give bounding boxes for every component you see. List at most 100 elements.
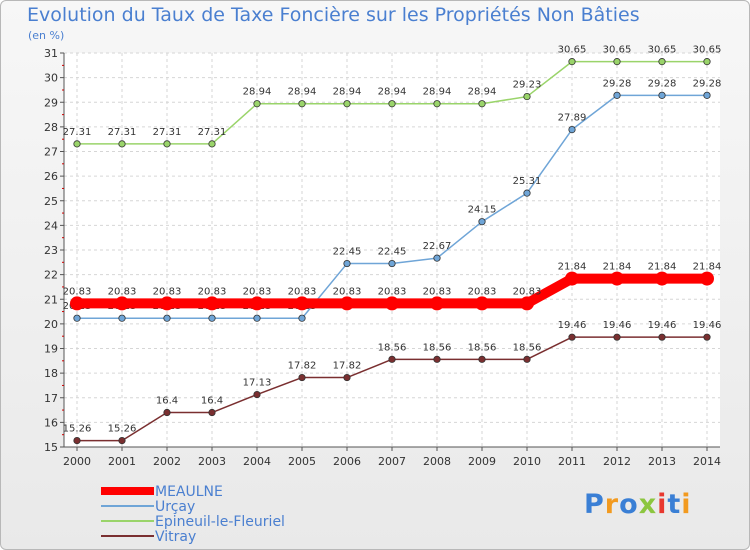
data-point (73, 140, 81, 148)
data-label: 30.65 (558, 45, 587, 56)
data-label: 20.83 (468, 286, 497, 297)
data-point (73, 436, 81, 445)
data-point (568, 125, 576, 134)
series-meaulne: 20.83 20.83 20.83 20.83 20.83 20.83 20.83 20.83… (63, 262, 721, 311)
data-label: 27.89 (558, 113, 587, 124)
data-point (163, 408, 171, 417)
data-label: 20.83 (288, 286, 317, 297)
data-point (478, 218, 486, 226)
data-label: 25.31 (513, 176, 542, 187)
y-tick-label: 29 (44, 96, 58, 109)
data-label: 30.65 (693, 45, 722, 56)
data-label: 17.13 (243, 378, 272, 389)
data-point (73, 314, 81, 322)
data-label: 17.82 (288, 361, 317, 372)
data-label: 21.84 (603, 262, 632, 273)
data-point (163, 314, 171, 322)
data-label: 18.56 (468, 342, 497, 353)
data-point (433, 254, 441, 262)
data-point (295, 296, 309, 311)
logo-letter: t (667, 489, 682, 520)
y-tick-label: 30 (44, 72, 58, 85)
data-point (658, 333, 666, 341)
data-label: 18.56 (423, 342, 452, 353)
y-tick-label: 23 (44, 244, 58, 257)
y-tick-label: 19 (44, 343, 58, 356)
data-label: 20.83 (198, 286, 227, 297)
data-label: 29.28 (603, 78, 632, 89)
x-tick-label: 2001 (108, 455, 136, 468)
data-point (658, 58, 666, 66)
data-label: 20.83 (513, 286, 542, 297)
x-tick-label: 2000 (63, 455, 91, 468)
data-label: 15.26 (63, 424, 92, 435)
data-point (478, 100, 486, 108)
data-point (700, 271, 714, 286)
x-tick-label: 2005 (288, 455, 316, 468)
data-point (658, 91, 666, 99)
data-point (250, 296, 264, 311)
data-point (523, 92, 531, 101)
x-tick-label: 2010 (513, 455, 541, 468)
data-label: 20.83 (63, 286, 92, 297)
data-point (388, 355, 396, 363)
legend-swatch (101, 505, 154, 507)
data-point (163, 140, 171, 148)
data-point (703, 91, 711, 99)
y-tick-label: 28 (44, 121, 58, 134)
data-label: 16.4 (201, 396, 223, 407)
x-tick-label: 2013 (648, 455, 676, 468)
data-label: 16.4 (156, 396, 178, 407)
data-point (610, 271, 624, 286)
legend-label: Vitray (155, 529, 197, 545)
y-tick-label: 27 (44, 146, 58, 159)
line-chart-plot: 15 16 17 18 19 20 21 22 23 24 25 26 27 28 29 30 31 2000 20… (44, 45, 722, 468)
data-point (613, 91, 621, 99)
logo-letter: P (584, 489, 605, 520)
data-point (385, 296, 399, 311)
data-label: 28.94 (333, 87, 362, 98)
data-point (253, 314, 261, 322)
data-point (523, 355, 531, 363)
series-epineuil-le-fleuriel: 27.31 27.31 27.31 27.31 28.94 28.94 28.94 28.94… (63, 45, 722, 148)
y-tick-label: 20 (44, 318, 58, 331)
y-tick-label: 16 (44, 416, 58, 429)
data-label: 21.84 (558, 262, 587, 273)
legend-swatch (101, 487, 154, 495)
data-point (430, 296, 444, 311)
data-point (253, 100, 261, 108)
x-tick-label: 2011 (558, 455, 586, 468)
data-label: 27.31 (108, 127, 137, 138)
legend-label: Urçay (155, 499, 196, 515)
data-point (298, 314, 306, 322)
data-label: 28.94 (468, 87, 497, 98)
data-point (523, 189, 531, 197)
data-label: 22.45 (378, 247, 407, 258)
data-point (160, 296, 174, 311)
data-label: 20.83 (378, 286, 407, 297)
data-point (343, 373, 351, 382)
data-point (388, 259, 396, 268)
data-point (568, 333, 576, 341)
logo-letter: o (619, 489, 639, 520)
y-tick-label: 21 (44, 293, 58, 306)
data-label: 20.83 (333, 286, 362, 297)
x-tick-label: 2003 (198, 455, 226, 468)
x-tick-label: 2007 (378, 455, 406, 468)
data-label: 20.83 (243, 286, 272, 297)
data-point (520, 296, 534, 311)
x-tick-label: 2012 (603, 455, 631, 468)
data-point (115, 296, 129, 311)
data-label: 28.94 (243, 87, 272, 98)
y-tick-label: 17 (44, 392, 58, 405)
data-point (118, 436, 126, 445)
data-label: 20.83 (423, 286, 452, 297)
x-tick-label: 2002 (153, 455, 181, 468)
data-point (703, 333, 711, 341)
data-point (655, 271, 669, 286)
data-point (388, 100, 396, 108)
x-tick-label: 2004 (243, 455, 271, 468)
proxiti-logo: Proxiti (584, 489, 692, 520)
data-point (205, 296, 219, 311)
